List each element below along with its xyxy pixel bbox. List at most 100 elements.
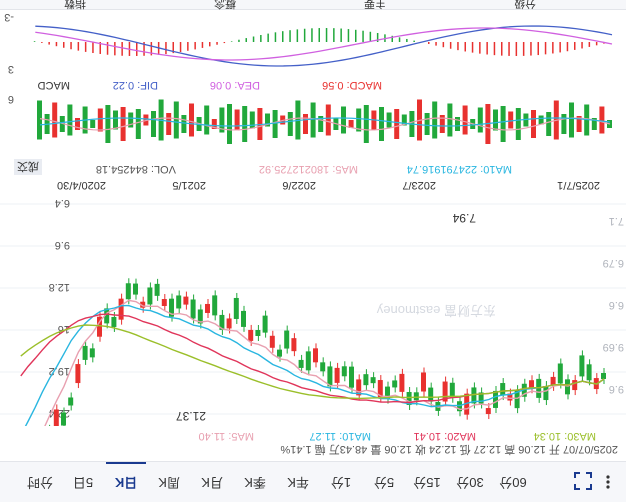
more-icon[interactable] <box>600 474 616 490</box>
volume-bar <box>67 104 73 136</box>
candle-body <box>284 330 290 349</box>
volume-bar <box>219 107 225 133</box>
volume-bar <box>531 110 536 138</box>
macd-bar <box>245 38 247 42</box>
volume-bar <box>356 108 362 132</box>
candle-body <box>219 314 225 330</box>
candle-body <box>442 381 448 402</box>
period-tab-8[interactable]: 5分 <box>373 475 395 490</box>
volume-bar <box>455 117 460 131</box>
macd-bar <box>63 42 65 48</box>
macd-bar <box>552 42 554 54</box>
volume-chart: 6 <box>8 93 612 144</box>
date-tick-2: 2022/6 <box>282 179 316 191</box>
volume-header: 成交 VOL: 844254.18 MA5: 180212725.92 MA10… <box>0 159 626 176</box>
category-tab-0[interactable]: 指数 <box>64 0 86 9</box>
macd-bar <box>406 38 408 42</box>
macd-bar <box>588 42 591 47</box>
candle-body <box>212 295 218 316</box>
period-tab-0[interactable]: 分时 <box>27 475 54 490</box>
macd-bar <box>296 29 299 42</box>
candle-body <box>457 401 462 412</box>
macd-bar <box>501 42 503 56</box>
macd-bar <box>41 42 43 43</box>
macd-bar <box>84 42 87 52</box>
right-axis-tick: 9.6 <box>609 383 624 395</box>
macd-bar <box>566 42 569 52</box>
period-tab-7[interactable]: 1分 <box>330 475 352 490</box>
period-tab-9[interactable]: 15分 <box>413 475 441 490</box>
macd-label[interactable]: MACD <box>37 79 70 91</box>
candle-body <box>291 338 297 352</box>
ma30-legend: MA30: 10.34 <box>533 430 596 442</box>
volume-bar <box>310 102 316 138</box>
dea-line <box>35 27 613 61</box>
volume-bar <box>424 113 430 135</box>
volume-bar <box>303 114 308 134</box>
volume-bar <box>439 115 445 133</box>
period-tab-1[interactable]: 5日 <box>72 475 94 490</box>
watermark: 东方财富 eastmoney <box>376 303 496 318</box>
volume-bar <box>151 111 156 137</box>
period-tab-4[interactable]: 月K <box>201 475 223 490</box>
volume-bar <box>97 108 103 132</box>
period-tab-5[interactable]: 季K <box>244 475 266 490</box>
volume-bar <box>265 113 270 127</box>
volume-bar <box>386 112 392 128</box>
period-tab-6[interactable]: 年K <box>287 475 309 490</box>
macd-bar <box>223 42 226 44</box>
candle-body <box>334 367 340 383</box>
volume-bar <box>249 111 255 129</box>
period-tab-11[interactable]: 60分 <box>499 475 527 490</box>
volume-bar <box>591 118 597 130</box>
macd-bar <box>55 42 58 47</box>
category-tab-2[interactable]: 主要 <box>364 0 386 9</box>
candle-body <box>478 392 484 404</box>
volume-bar <box>166 113 172 135</box>
candle-body <box>269 335 275 348</box>
volume-bar <box>52 102 58 138</box>
period-tab-3[interactable]: 周K <box>158 475 180 490</box>
volume-bar <box>227 104 232 144</box>
volume-label[interactable]: 成交 <box>14 159 42 175</box>
macd-bar <box>347 29 350 42</box>
candle-body <box>363 374 369 386</box>
period-tab-2[interactable]: 日K <box>106 462 146 502</box>
candle-body <box>154 283 160 296</box>
date-tick-4: 2025/7/1 <box>557 179 600 191</box>
candle-body <box>464 393 470 415</box>
macd-bar <box>581 42 583 49</box>
right-axis-tick: 7.1 <box>609 215 624 227</box>
macd-bar <box>165 42 167 55</box>
fullscreen-icon[interactable] <box>574 472 592 490</box>
candle-body <box>320 362 326 372</box>
category-tab-1[interactable]: 概念 <box>214 0 236 9</box>
date-axis: 2020/4/30 2021/5 2022/6 2023/7 2025/7/1 <box>0 177 626 191</box>
candle-body <box>226 318 232 329</box>
candle-body <box>111 316 117 327</box>
macd-bar <box>340 28 342 42</box>
candle-body <box>385 386 390 399</box>
macd-dif: DIF: 0.22 <box>112 79 158 91</box>
volume-bar <box>432 101 438 139</box>
candle-body <box>241 310 246 327</box>
volume-bar <box>515 108 521 140</box>
ma30-line <box>20 324 605 400</box>
category-tab-strip: 指数 概念 主要 分级 <box>0 0 626 10</box>
candle-body <box>565 379 570 395</box>
candle-body <box>277 349 282 357</box>
candle-body <box>485 408 491 415</box>
macd-bar <box>252 36 255 42</box>
period-tab-10[interactable]: 30分 <box>456 475 484 490</box>
candle-body <box>205 303 210 313</box>
candle-body <box>255 330 261 337</box>
macd-bar <box>92 42 94 54</box>
date-tick-0: 2020/4/30 <box>57 179 106 191</box>
macd-bar <box>486 42 488 55</box>
macd-bar <box>537 42 539 56</box>
macd-bar <box>187 42 189 51</box>
category-tab-3[interactable]: 分级 <box>514 0 536 9</box>
macd-bar <box>150 42 153 56</box>
macd-bar <box>413 40 415 42</box>
volume-bar <box>447 103 453 137</box>
